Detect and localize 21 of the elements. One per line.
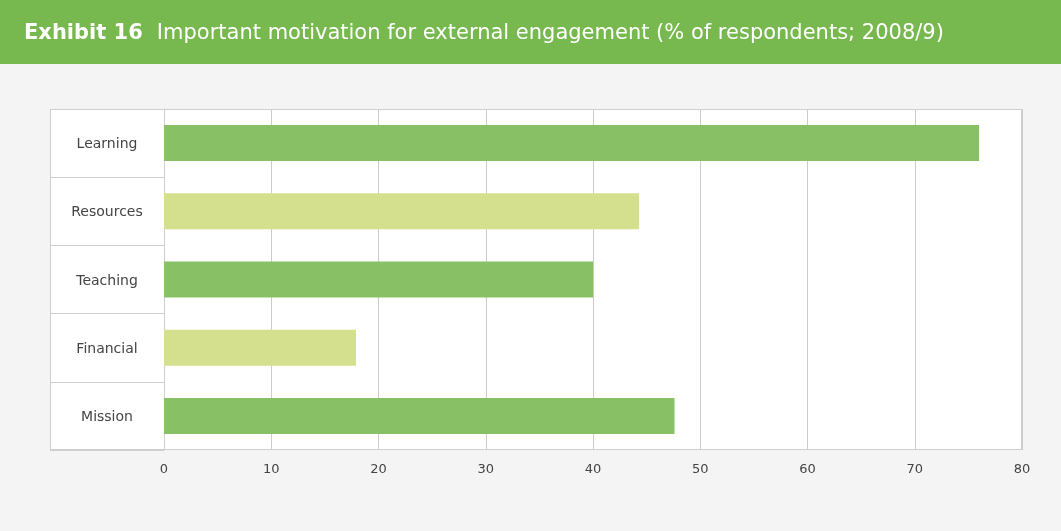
y-tick-label: Resources: [71, 203, 143, 220]
bar: [164, 261, 593, 298]
y-tick-label: Financial: [76, 339, 138, 356]
x-tick-label: 70: [906, 461, 924, 476]
y-tick-label: Mission: [81, 407, 133, 424]
x-tick-label: 10: [262, 461, 280, 476]
x-tick-label: 30: [477, 461, 495, 476]
x-tick-label: 0: [159, 461, 169, 476]
chart-title: Exhibit 16: [24, 20, 143, 44]
bar: [164, 397, 675, 434]
x-tick-label: 50: [691, 461, 709, 476]
x-tick-label: 20: [370, 461, 387, 476]
chart-subtitle: Important motivation for external engagement (% of respondents; 2008/9): [156, 20, 944, 44]
bar: [164, 125, 980, 162]
bar: [164, 329, 356, 366]
y-tick-label: Learning: [76, 135, 138, 152]
x-tick-label: 60: [799, 461, 816, 476]
bar: [164, 193, 640, 230]
x-tick-label: 80: [1013, 461, 1031, 476]
x-tick-label: 40: [584, 461, 602, 476]
y-tick-label: Teaching: [75, 271, 138, 288]
